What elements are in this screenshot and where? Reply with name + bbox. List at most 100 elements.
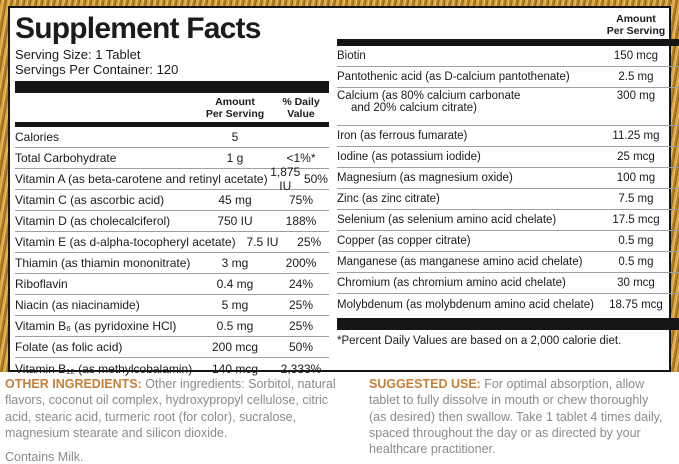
nutrient-daily-value: 25% <box>288 319 314 334</box>
nutrient-name: Vitamin B₁₂ (as methylcobalamin) <box>15 361 193 376</box>
nutrient-amount: 1,875 IU <box>270 165 301 194</box>
table-row: Zinc (as zinc citrate)7.5 mg50% <box>337 189 679 211</box>
amount-header-line1: Amount <box>215 96 255 109</box>
bottom-section: OTHER INGREDIENTS: Other ingredients: So… <box>0 376 679 464</box>
divider-bar <box>337 318 679 331</box>
nutrient-amount: 18.75 mcg <box>609 298 663 311</box>
nutrient-table-left: Calories 5 Total Carbohydrate 1 g <1%* Vitami… <box>15 127 329 379</box>
table-row: Total Carbohydrate 1 g <1%* <box>15 148 329 170</box>
nutrient-name: Folate (as folic acid) <box>15 340 123 355</box>
page-title: Supplement Facts <box>15 12 261 45</box>
dv-header-line1: % Daily <box>282 96 320 109</box>
allergen-statement: Contains Milk. <box>5 450 84 464</box>
nutrient-name: Pantothenic acid (as D-calcium pantothen… <box>337 71 570 84</box>
amount-per-serving-header: Amount Per Serving <box>594 13 678 37</box>
nutrient-amount: 0.4 mg <box>216 277 254 292</box>
nutrient-name: Iron (as ferrous fumarate) <box>337 130 468 143</box>
gold-border-left <box>0 0 8 372</box>
table-row: Selenium (as selenium amino acid chelate… <box>337 210 679 232</box>
other-ingredients-text: Other ingredients: Sorbitol, natural fla… <box>5 377 336 440</box>
nutrient-daily-value: <1%* <box>286 151 316 166</box>
facts-panel-left: Supplement Facts Serving Size: 1 Tablet … <box>10 8 331 376</box>
nutrient-amount: 0.5 mg <box>618 235 654 248</box>
nutrient-amount: 30 mcg <box>617 277 655 290</box>
nutrient-daily-value: 25% <box>288 298 314 313</box>
nutrient-daily-value: 25% <box>297 235 322 250</box>
nutrient-daily-value: 50% <box>303 172 328 187</box>
facts-panel-right: Amount Per Serving % Daily Value Biotin 1… <box>331 8 679 370</box>
table-row: Iodine (as potassium iodide)25 mcg17% <box>337 147 679 169</box>
gold-border-top <box>0 0 679 6</box>
nutrient-amount: 5 <box>231 130 239 145</box>
table-row: Chromium (as chromium amino acid chelate… <box>337 273 679 295</box>
nutrient-amount: 100 mg <box>616 172 656 185</box>
nutrient-amount: 3 mg <box>221 256 249 271</box>
nutrient-name: Vitamin E (as d-alpha-tocopheryl acetate… <box>15 235 236 250</box>
column-headers-right: Amount Per Serving % Daily Value <box>337 10 679 39</box>
divider-bar <box>15 81 329 94</box>
table-row: Riboflavin 0.4 mg 24% <box>15 274 329 296</box>
nutrient-name: Chromium (as chromium amino acid chelate… <box>337 277 566 290</box>
nutrient-amount: 150 mcg <box>613 50 659 63</box>
nutrient-daily-value: 75% <box>288 193 314 208</box>
table-row: Vitamin E (as d-alpha-tocopheryl acetate… <box>15 232 329 254</box>
nutrient-name: Riboflavin <box>15 277 68 292</box>
nutrient-name: Vitamin C (as ascorbic acid) <box>15 193 165 208</box>
nutrient-name: Thiamin (as thiamin mononitrate) <box>15 256 191 271</box>
nutrient-name: Niacin (as niacinamide) <box>15 298 140 313</box>
table-row: Vitamin B₆ (as pyridoxine HCl) 0.5 mg 25% <box>15 316 329 338</box>
nutrient-name: Zinc (as zinc citrate) <box>337 193 440 206</box>
nutrient-amount: 17.5 mcg <box>612 214 660 227</box>
nutrient-name: Vitamin B₆ (as pyridoxine HCl) <box>15 319 177 334</box>
table-row: Calcium (as 80% calcium carbonate and 20%… <box>337 88 679 127</box>
nutrient-amount: 7.5 IU <box>246 235 279 250</box>
suggested-use-heading: SUGGESTED USE: <box>369 377 481 391</box>
nutrient-daily-value: 24% <box>288 277 314 292</box>
amount-header-line2: Per Serving <box>205 108 265 121</box>
amount-header-line1: Amount <box>616 13 656 25</box>
nutrient-amount: 11.25 mg <box>612 130 660 143</box>
nutrient-amount: 750 IU <box>217 214 253 229</box>
other-ingredients-block: OTHER INGREDIENTS: Other ingredients: So… <box>5 376 357 464</box>
nutrient-name: Molybdenum (as molybdenum amino acid che… <box>337 298 594 311</box>
nutrient-amount: 45 mg <box>218 193 252 208</box>
amount-header-line2: Per Serving <box>606 25 666 38</box>
nutrient-name: Selenium (as selenium amino acid chelate… <box>337 214 557 227</box>
table-row: Iron (as ferrous fumarate)11.25 mg63% <box>337 126 679 148</box>
nutrient-amount: 5 mg <box>221 298 249 313</box>
nutrient-name: Biotin <box>337 50 366 63</box>
nutrient-daily-value: 2,333% <box>280 361 322 376</box>
table-row: Vitamin D (as cholecalciferol) 750 IU 188% <box>15 211 329 233</box>
other-ingredients-heading: OTHER INGREDIENTS: <box>5 377 142 391</box>
nutrient-daily-value: 188% <box>285 214 317 229</box>
supplement-facts-panel: Supplement Facts Serving Size: 1 Tablet … <box>8 6 679 376</box>
nutrient-amount: 300 mg <box>616 90 656 103</box>
table-row: Folate (as folic acid) 200 mcg 50% <box>15 337 329 359</box>
nutrient-name: Magnesium (as magnesium oxide) <box>337 172 513 185</box>
suggested-use-paragraph: SUGGESTED USE: For optimal absorption, a… <box>369 376 669 457</box>
column-headers-left: Amount Per Serving % Daily Value <box>15 93 329 122</box>
table-row: Pantothenic acid (as D-calcium pantothen… <box>337 67 679 89</box>
table-row: Thiamin (as thiamin mononitrate) 3 mg 200% <box>15 253 329 275</box>
divider-bar <box>15 122 329 128</box>
other-ingredients-paragraph: OTHER INGREDIENTS: Other ingredients: So… <box>5 376 357 441</box>
daily-value-header: % Daily Value <box>273 96 329 120</box>
nutrient-amount: 0.5 mg <box>618 256 654 269</box>
table-row: Manganese (as manganese amino acid chela… <box>337 252 679 274</box>
nutrient-name: Calcium (as 80% calcium carbonate and 20%… <box>337 90 521 115</box>
nutrient-daily-value: 200% <box>285 256 317 271</box>
serving-size: Serving Size: 1 Tablet <box>15 46 141 62</box>
amount-per-serving-header: Amount Per Serving <box>197 96 273 120</box>
nutrient-amount: 25 mcg <box>617 151 655 164</box>
table-row: Vitamin B₁₂ (as methylcobalamin) 140 mcg 2… <box>15 358 329 379</box>
nutrient-amount: 1 g <box>226 151 244 166</box>
nutrient-amount: 140 mcg <box>211 361 259 376</box>
nutrient-daily-value: 50% <box>288 340 314 355</box>
table-row: Vitamin C (as ascorbic acid) 45 mg 75% <box>15 190 329 212</box>
nutrient-amount: 200 mcg <box>211 340 259 355</box>
servings-per-container: Servings Per Container: 120 <box>15 62 179 78</box>
nutrient-name: Vitamin A (as beta-carotene and retinyl … <box>15 172 268 187</box>
